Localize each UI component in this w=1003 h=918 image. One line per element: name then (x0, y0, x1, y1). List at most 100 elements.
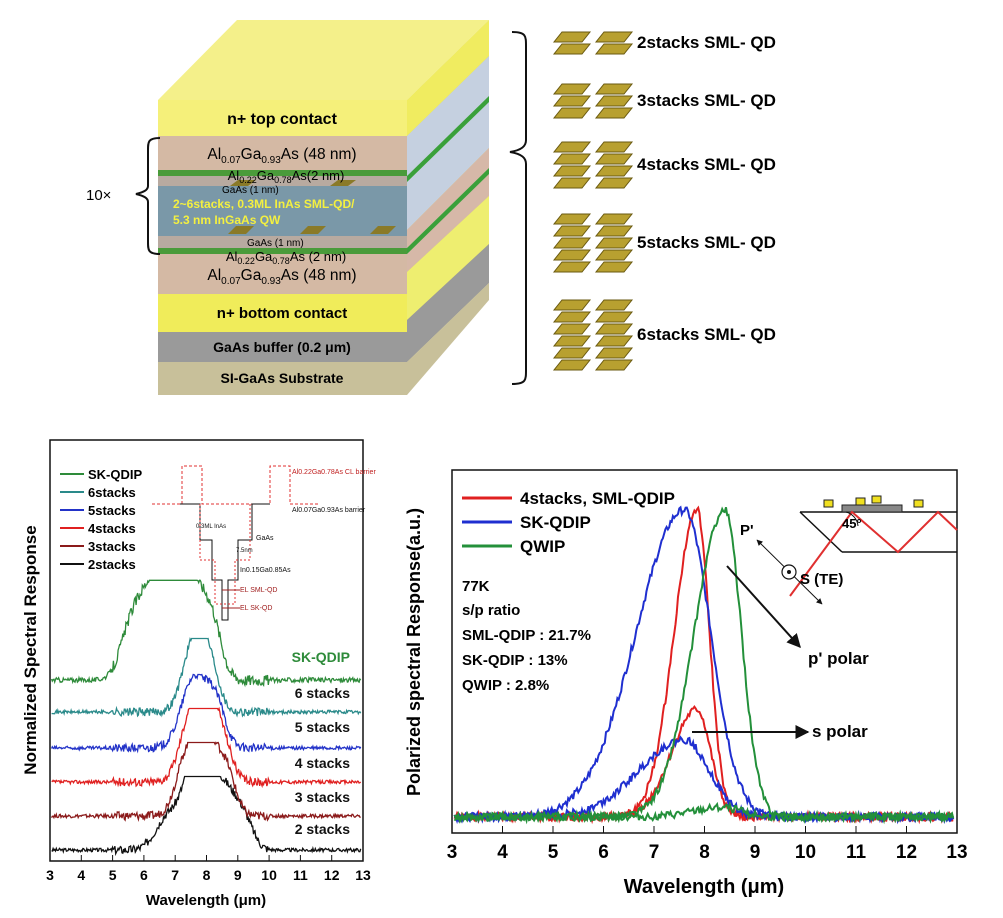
polarized-spectral-chart: 3 4 5 6 7 8 9 10 11 12 13 4stacks, SML-QDIP SK-QDIP… (404, 469, 968, 898)
qd-layer-icon (552, 141, 592, 153)
x-tick-label: 12 (324, 867, 340, 883)
qd-layer-icon (552, 83, 592, 95)
normalized-spectral-chart: 3 4 5 6 7 8 9 10 11 12 13 Al0.22Ga0.78As CL barrie… (21, 439, 376, 909)
layer-top-contact: n+ top contact (227, 111, 337, 128)
layer-gaas-lower: GaAs (1 nm) (247, 238, 304, 249)
qd-layer-icon (594, 177, 634, 189)
qd-layer-icon (552, 31, 592, 43)
layer-active-line1: 2~6stacks, 0.3ML InAs SML-QD/ (173, 197, 355, 211)
x-tick-label: 9 (750, 842, 761, 863)
layer-structure-diagram: n+ top contact Al0.07Ga0.93As (48 nm) Al… (86, 20, 527, 395)
right-legend: 4stacks, SML-QDIP SK-QDIP QWIP (462, 489, 675, 556)
x-tick-label: 7 (649, 842, 660, 863)
annot-ratio-sk: SK-QDIP : 13% (462, 652, 568, 669)
x-tick-label: 7 (171, 867, 179, 883)
qd-layer-icon (552, 249, 592, 261)
curve-label: 2 stacks (295, 821, 350, 837)
curve-label: 5 stacks (295, 719, 350, 735)
legend-label: QWIP (520, 537, 565, 556)
layer-cl-upper: Al0.22Ga0.78As(2 nm) (228, 168, 345, 185)
legend-label: 2stacks (88, 557, 136, 572)
annot-s-te: S (TE) (800, 571, 843, 588)
x-tick-label: 13 (355, 867, 371, 883)
stack-option-label: 4stacks SML- QD (637, 155, 776, 174)
legend-label: SK-QDIP (520, 513, 591, 532)
inset-gaas: GaAs (256, 535, 274, 542)
x-tick-label: 11 (846, 842, 867, 863)
legend-label: 6stacks (88, 485, 136, 500)
left-curve-labels: SK-QDIP 6 stacks 5 stacks 4 stacks 3 stacks 2… (292, 649, 351, 837)
left-curves (50, 579, 362, 857)
annot-p-prime: P' (740, 522, 754, 539)
qd-layer-icon (594, 335, 634, 347)
curve-label: 6 stacks (295, 685, 350, 701)
inset-ingaas: In0.15Ga0.85As (240, 567, 291, 574)
qd-layer-icon (594, 261, 634, 273)
layer-bottom-contact: n+ bottom contact (217, 305, 347, 322)
qd-layer-icon (594, 323, 634, 335)
qd-layer-icon (594, 107, 634, 119)
repeat-label: 10× (86, 187, 111, 204)
layer-barrier-upper: Al0.07Ga0.93As (48 nm) (207, 146, 356, 166)
qd-layer-icon (552, 359, 592, 371)
layer-substrate: SI-GaAs Substrate (221, 370, 344, 386)
qd-layer-icon (594, 31, 634, 43)
legend-label: 4stacks, SML-QDIP (520, 489, 675, 508)
annot-ratio-qwip: QWIP : 2.8% (462, 677, 549, 694)
legend-label: 5stacks (88, 503, 136, 518)
right-x-ticks: 3 4 5 6 7 8 9 10 11 12 13 (447, 826, 968, 863)
curve-4stacks (51, 706, 362, 789)
repeat-bracket (135, 137, 161, 255)
layer-active-line2: 5.3 nm InGaAs QW (173, 213, 281, 227)
layer-gaas-upper: GaAs (1 nm) (222, 185, 279, 196)
left-y-label: Normalized Spectral Response (21, 525, 40, 774)
layer-buffer: GaAs buffer (0.2 μm) (213, 339, 351, 355)
polarization-inset (756, 495, 958, 605)
inset-ing1: 0.3ML InAs (196, 524, 226, 530)
stack-option-label: 5stacks SML- QD (637, 233, 776, 252)
qd-layer-icon (552, 237, 592, 249)
curve-label: 4 stacks (295, 755, 350, 771)
right-x-label: Wavelength (μm) (624, 876, 784, 898)
inset-ing2: 7.5nm (236, 548, 253, 554)
x-tick-label: 3 (46, 867, 54, 883)
legend-label: SK-QDIP (88, 467, 143, 482)
qd-layer-icon (552, 299, 592, 311)
qd-layer-icon (552, 323, 592, 335)
x-tick-label: 5 (109, 867, 117, 883)
left-legend: SK-QDIP 6stacks 5stacks 4stacks 3stacks 2stac… (60, 467, 143, 572)
qd-layer-icon (552, 107, 592, 119)
stack-bracket (509, 31, 527, 385)
x-tick-label: 6 (598, 842, 609, 863)
qd-layer-icon (594, 237, 634, 249)
x-tick-label: 13 (946, 842, 967, 863)
inset-barrier: Al0.22Ga0.78As CL barrier (292, 469, 376, 476)
x-tick-label: 6 (140, 867, 148, 883)
curve-s-qwip (453, 800, 955, 825)
x-tick-label: 11 (293, 867, 308, 883)
annot-s-polar: s polar (812, 722, 868, 741)
qd-layer-icon (594, 311, 634, 323)
qd-layer-icon (552, 347, 592, 359)
x-tick-label: 12 (896, 842, 917, 863)
curve-5stacks (50, 673, 362, 754)
band-diagram-inset (152, 465, 320, 621)
qd-layer-icon (594, 359, 634, 371)
qd-layer-icon (594, 95, 634, 107)
qd-layer-icon (552, 213, 592, 225)
qd-layer-icon (594, 83, 634, 95)
p-polar-arrow (726, 565, 801, 649)
qd-layer-icon (552, 153, 592, 165)
qd-layer-icon (552, 43, 592, 55)
annot-p-polar: p' polar (808, 649, 869, 668)
qd-layer-icon (594, 213, 634, 225)
qd-layer-icon (552, 335, 592, 347)
x-tick-label: 4 (77, 867, 85, 883)
curve-label: SK-QDIP (292, 649, 350, 665)
stack-options: 2stacks SML- QD 3stacks SML- QD 4stacks SM… (552, 31, 776, 371)
qd-layer-icon (594, 249, 634, 261)
qd-layer-icon (552, 225, 592, 237)
left-x-ticks: 3 4 5 6 7 8 9 10 11 12 13 (46, 855, 371, 883)
qd-layer-icon (594, 347, 634, 359)
